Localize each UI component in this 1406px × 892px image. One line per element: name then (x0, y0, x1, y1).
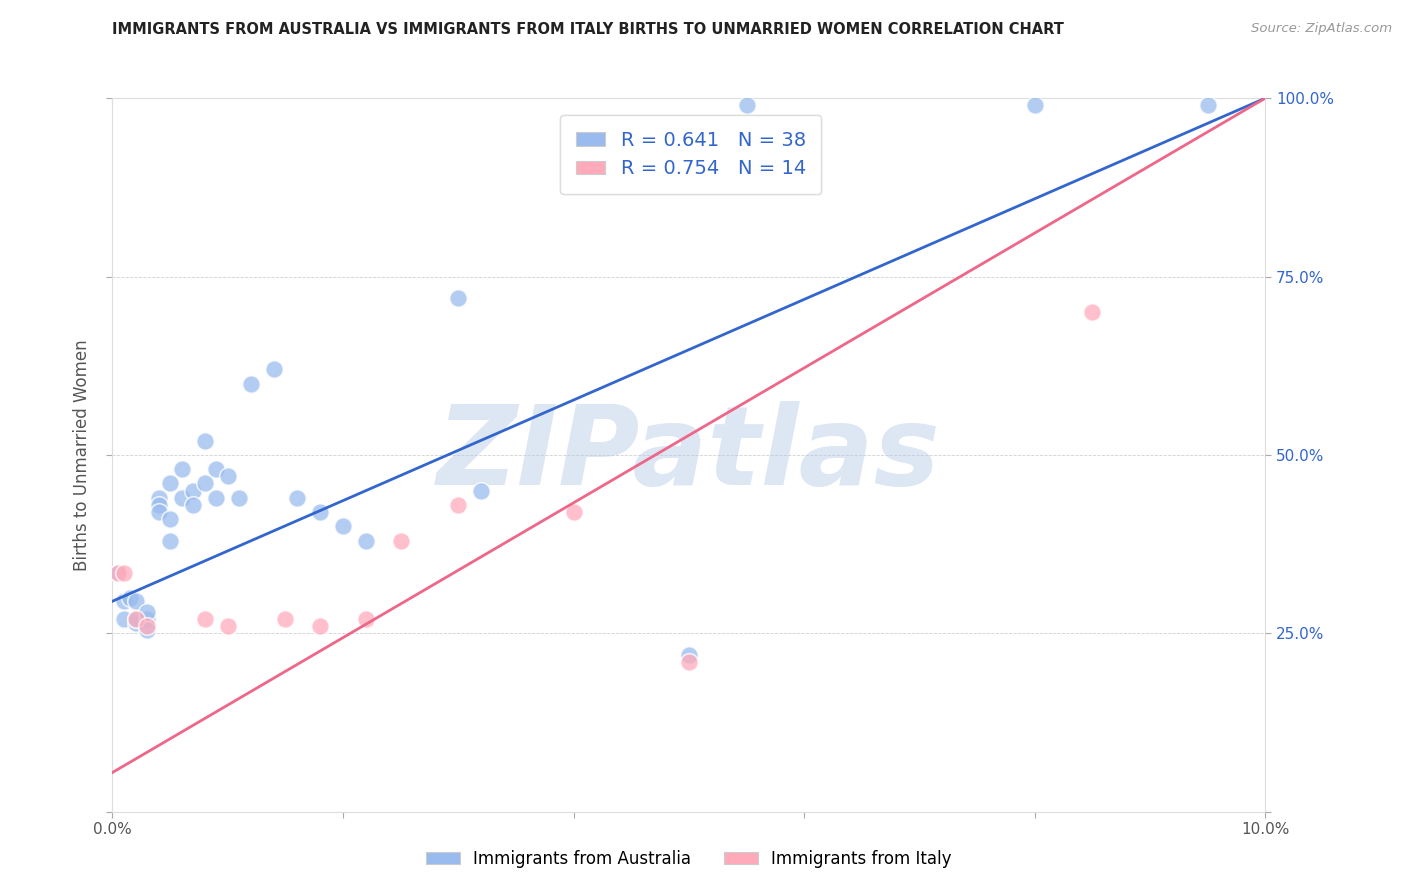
Point (447, 498, 470, 512)
Point (285, 491, 308, 505)
Point (332, 519, 354, 533)
Point (309, 505, 332, 519)
Text: ZIPatlas: ZIPatlas (437, 401, 941, 508)
Point (205, 462, 228, 476)
Point (136, 619, 159, 633)
Point (124, 615, 146, 630)
Point (170, 491, 193, 505)
Point (136, 612, 159, 626)
Point (217, 469, 239, 483)
Point (124, 612, 146, 626)
Point (1081, 305, 1104, 319)
Point (124, 594, 146, 608)
Point (354, 612, 377, 626)
Point (447, 291, 470, 305)
Point (159, 512, 181, 526)
Point (194, 612, 217, 626)
Point (1024, 98, 1046, 112)
Point (107, 566, 129, 580)
Point (389, 533, 412, 548)
Y-axis label: Births to Unmarried Women: Births to Unmarried Women (73, 339, 91, 571)
Point (217, 619, 239, 633)
Point (1197, 98, 1219, 112)
Point (678, 648, 700, 662)
Point (136, 605, 159, 619)
Text: IMMIGRANTS FROM AUSTRALIA VS IMMIGRANTS FROM ITALY BIRTHS TO UNMARRIED WOMEN COR: IMMIGRANTS FROM AUSTRALIA VS IMMIGRANTS … (112, 22, 1064, 37)
Point (470, 483, 492, 498)
Text: Source: ZipAtlas.com: Source: ZipAtlas.com (1251, 22, 1392, 36)
Point (562, 505, 585, 519)
Point (354, 533, 377, 548)
Point (170, 462, 193, 476)
Point (205, 491, 228, 505)
Legend: R = 0.641   N = 38, R = 0.754   N = 14: R = 0.641 N = 38, R = 0.754 N = 14 (561, 115, 821, 194)
Point (148, 491, 170, 505)
Point (194, 476, 217, 491)
Point (181, 483, 204, 498)
Point (181, 498, 204, 512)
Point (136, 623, 159, 637)
Point (148, 505, 170, 519)
Point (228, 491, 250, 505)
Point (678, 655, 700, 669)
Point (148, 498, 170, 512)
Point (274, 612, 297, 626)
Point (194, 434, 217, 448)
Point (735, 98, 758, 112)
Point (309, 619, 332, 633)
Point (159, 533, 181, 548)
Point (159, 476, 181, 491)
Point (124, 612, 146, 626)
Point (112, 612, 135, 626)
Point (112, 594, 135, 608)
Point (263, 362, 285, 376)
Point (239, 376, 262, 391)
Legend: Immigrants from Australia, Immigrants from Italy: Immigrants from Australia, Immigrants fr… (419, 844, 959, 875)
Point (118, 591, 141, 605)
Point (112, 566, 135, 580)
Point (107, 566, 129, 580)
